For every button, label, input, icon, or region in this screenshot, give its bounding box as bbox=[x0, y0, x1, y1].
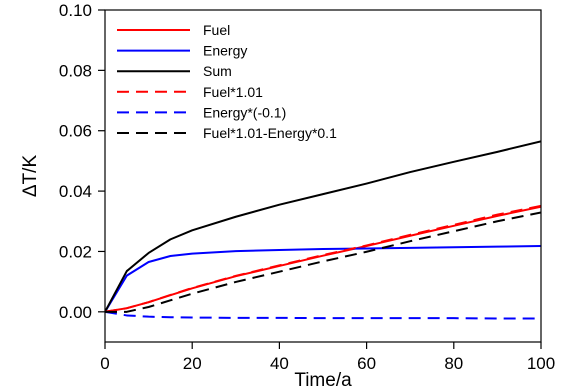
legend-label-1: Fuel bbox=[203, 22, 230, 38]
y-tick-label: 0.10 bbox=[59, 1, 92, 20]
series-line-6 bbox=[105, 211, 541, 313]
y-tick-label: 0.08 bbox=[59, 61, 92, 80]
legend-label-4: Fuel*1.01 bbox=[203, 84, 263, 100]
y-axis-title: ΔT/K bbox=[20, 155, 41, 198]
legend-label-2: Energy bbox=[203, 43, 247, 59]
x-axis-title: Time/a bbox=[294, 370, 352, 391]
legend-label-3: Sum bbox=[203, 63, 232, 79]
plot-frame bbox=[104, 9, 542, 343]
axes: 0 20 40 60 80 100 0.00 0.02 0.04 0.06 0.08 0.10 bbox=[59, 1, 555, 373]
x-tick-label: 0 bbox=[100, 354, 109, 373]
legend: Fuel Energy Sum Fuel*1.01 Energy*(-0.1) Fuel*… bbox=[117, 22, 337, 141]
series-line-5 bbox=[105, 310, 541, 320]
plot-area bbox=[105, 140, 541, 320]
legend-label-6: Fuel*1.01-Energy*0.1 bbox=[203, 125, 337, 141]
x-tick-label: 80 bbox=[444, 354, 463, 373]
legend-label-5: Energy*(-0.1) bbox=[203, 104, 286, 120]
y-tick-label: 0.00 bbox=[59, 303, 92, 322]
y-tick-label: 0.06 bbox=[59, 122, 92, 141]
x-tick-label: 40 bbox=[270, 354, 289, 373]
y-tick-label: 0.02 bbox=[59, 242, 92, 261]
x-tick-label: 100 bbox=[527, 354, 555, 373]
series-line-3 bbox=[105, 140, 541, 313]
series-line-4 bbox=[105, 204, 541, 313]
x-tick-label: 20 bbox=[183, 354, 202, 373]
series-line-1 bbox=[105, 205, 541, 313]
y-tick-label: 0.04 bbox=[59, 182, 92, 201]
series-line-2 bbox=[105, 245, 541, 313]
x-tick-label: 60 bbox=[357, 354, 376, 373]
